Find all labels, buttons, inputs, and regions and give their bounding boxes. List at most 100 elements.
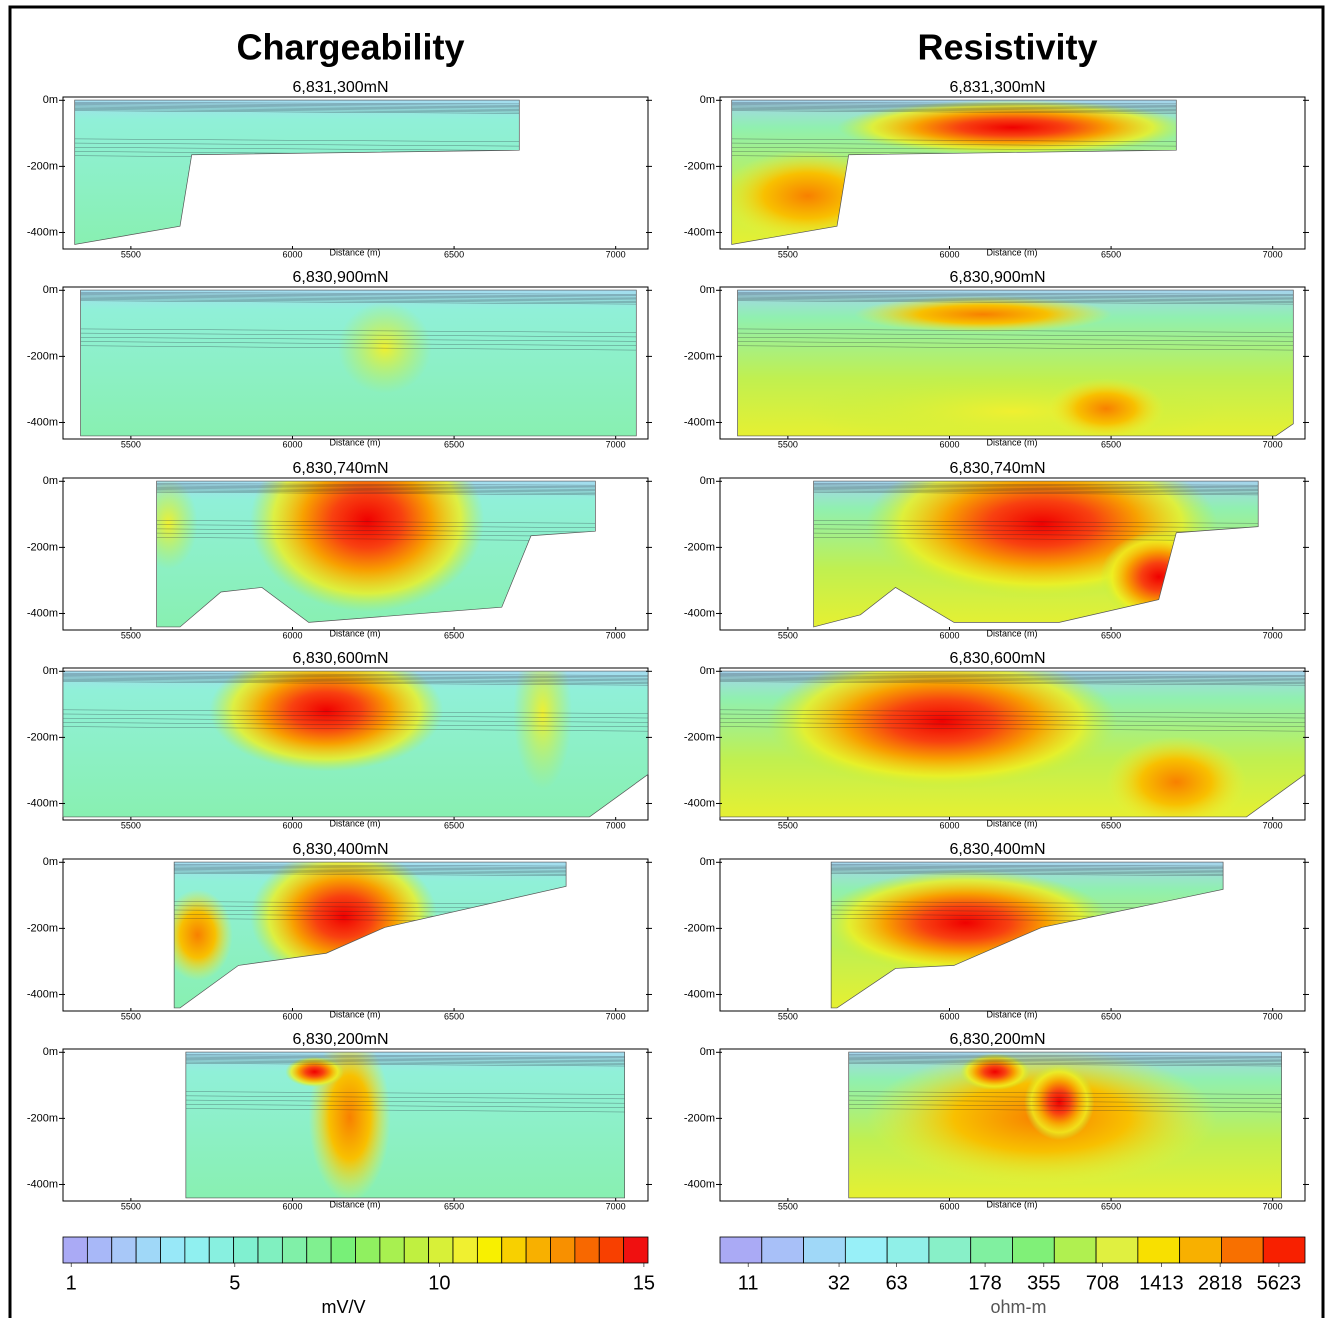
section-outline — [830, 861, 1224, 1009]
section-outline — [185, 1051, 625, 1199]
x-tick-label: 6000 — [282, 249, 302, 259]
x-tick-label: 6000 — [282, 439, 302, 449]
contour — [720, 674, 1305, 678]
y-tick-label: 0m — [43, 94, 58, 106]
colorbar-tick-label: 1413 — [1139, 1272, 1184, 1294]
x-tick-label: 6000 — [282, 820, 302, 830]
contour — [831, 872, 1224, 877]
contour — [737, 328, 1294, 333]
colorbar-swatch — [111, 1236, 137, 1264]
contour — [731, 109, 1177, 114]
contour — [813, 491, 1259, 496]
section-outline — [813, 480, 1259, 628]
section-label: 6,831,300mN — [949, 79, 1045, 96]
x-tick-label: 6000 — [939, 630, 959, 640]
contour — [731, 101, 1177, 105]
colorbar-tick-label: 5 — [229, 1272, 240, 1294]
section-label: 6,830,740mN — [292, 460, 388, 477]
contour — [737, 293, 1294, 297]
contour — [737, 297, 1294, 302]
contour — [831, 866, 1224, 870]
y-tick-label: 0m — [43, 856, 58, 868]
x-tick-label: 5500 — [121, 1201, 141, 1211]
contour — [813, 490, 1259, 495]
y-tick-label: 0m — [700, 1046, 715, 1058]
contour — [731, 110, 1177, 115]
colorbar-swatch — [257, 1236, 283, 1264]
y-tick-label: -200m — [27, 541, 58, 553]
contour — [63, 722, 648, 728]
contour — [174, 871, 567, 876]
contour — [737, 295, 1294, 299]
section-panel: 0m -200m -400m 5500 6000 6500 7000 Distance (m) — [684, 94, 1309, 259]
contour — [813, 519, 1259, 524]
contour — [156, 487, 596, 492]
y-tick-label: -200m — [27, 922, 58, 934]
y-tick-label: 0m — [700, 94, 715, 106]
x-tick-label: 6500 — [1101, 1011, 1121, 1021]
contour — [80, 297, 637, 302]
x-tick-label: 6000 — [282, 1011, 302, 1021]
x-tick-label: 5500 — [778, 249, 798, 259]
y-tick-label: -200m — [684, 731, 715, 743]
x-axis-label: Distance (m) — [329, 247, 380, 257]
y-tick-label: -400m — [27, 797, 58, 809]
contour — [848, 1061, 1282, 1066]
anomaly — [766, 671, 1118, 790]
colorbar-swatch — [1221, 1236, 1264, 1264]
y-tick-label: 0m — [700, 856, 715, 868]
contour — [74, 104, 520, 108]
contour — [185, 1061, 625, 1066]
x-tick-label: 6500 — [1101, 1201, 1121, 1211]
y-tick-label: 0m — [43, 1046, 58, 1058]
contour — [720, 675, 1305, 679]
contour — [63, 726, 648, 732]
contour — [848, 1053, 1282, 1057]
contour — [831, 871, 1224, 876]
x-tick-label: 6000 — [939, 820, 959, 830]
contour — [156, 486, 596, 490]
section-label: 6,830,740mN — [949, 460, 1045, 477]
contour — [813, 482, 1259, 486]
contour — [156, 527, 596, 533]
contour — [185, 1055, 625, 1059]
section-label: 6,830,600mN — [292, 650, 388, 667]
y-tick-label: -400m — [684, 1178, 715, 1190]
anomaly — [837, 100, 1177, 155]
x-tick-label: 5500 — [778, 820, 798, 830]
contour — [720, 678, 1305, 683]
contour — [848, 1090, 1282, 1095]
contour — [156, 490, 596, 495]
contour — [80, 293, 637, 297]
colorbar-tick-label: 5623 — [1257, 1272, 1302, 1294]
anomaly — [1024, 1064, 1095, 1141]
colorbar-swatch — [208, 1236, 235, 1264]
colorbar-swatch — [452, 1236, 478, 1264]
contour — [63, 677, 648, 682]
y-tick-label: -400m — [684, 607, 715, 619]
x-tick-label: 5500 — [778, 1011, 798, 1021]
contour — [174, 868, 567, 873]
colorbar-swatch — [928, 1236, 972, 1264]
contour — [185, 1057, 625, 1061]
contour — [848, 1094, 1282, 1100]
colorbar-unit: mV/V — [321, 1297, 365, 1317]
contour — [156, 491, 596, 496]
colorbar-swatch — [1095, 1236, 1139, 1264]
section-outline — [173, 861, 567, 1009]
contour — [80, 294, 637, 298]
x-tick-label: 7000 — [1263, 439, 1283, 449]
contour — [74, 107, 520, 112]
contour — [63, 672, 648, 676]
colorbar-unit: ohm-m — [990, 1297, 1046, 1317]
x-tick-label: 5500 — [778, 630, 798, 640]
contour — [156, 485, 596, 489]
colorbar-tick-label: 63 — [886, 1272, 908, 1294]
x-tick-label: 7000 — [606, 249, 626, 259]
y-tick-label: 0m — [43, 284, 58, 296]
y-tick-label: -400m — [27, 988, 58, 1000]
contour — [174, 872, 567, 877]
section-outline — [74, 99, 520, 245]
x-tick-label: 6000 — [939, 439, 959, 449]
section-panel: 0m -200m -400m 5500 6000 6500 7000 Distance (m) — [684, 665, 1309, 830]
